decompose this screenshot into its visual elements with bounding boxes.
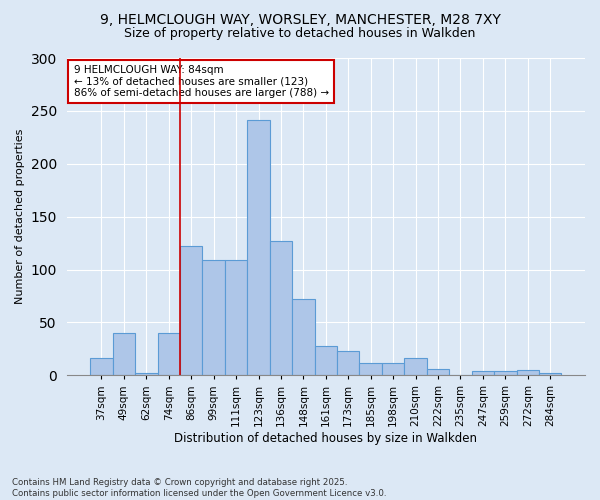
Text: 9 HELMCLOUGH WAY: 84sqm
← 13% of detached houses are smaller (123)
86% of semi-d: 9 HELMCLOUGH WAY: 84sqm ← 13% of detache… — [74, 65, 329, 98]
Bar — [472, 371, 494, 376]
Bar — [359, 362, 382, 376]
Bar — [113, 333, 135, 376]
Bar — [158, 333, 180, 376]
Text: 9, HELMCLOUGH WAY, WORSLEY, MANCHESTER, M28 7XY: 9, HELMCLOUGH WAY, WORSLEY, MANCHESTER, … — [100, 12, 500, 26]
Text: Size of property relative to detached houses in Walkden: Size of property relative to detached ho… — [124, 28, 476, 40]
Bar — [247, 120, 270, 376]
Y-axis label: Number of detached properties: Number of detached properties — [15, 129, 25, 304]
Bar — [427, 369, 449, 376]
Bar — [539, 373, 562, 376]
Bar — [202, 260, 225, 376]
Bar — [135, 373, 158, 376]
Bar — [517, 370, 539, 376]
Bar — [337, 351, 359, 376]
Bar — [270, 241, 292, 376]
Bar — [382, 362, 404, 376]
Bar — [292, 299, 314, 376]
Bar — [225, 260, 247, 376]
Bar — [494, 371, 517, 376]
Text: Contains HM Land Registry data © Crown copyright and database right 2025.
Contai: Contains HM Land Registry data © Crown c… — [12, 478, 386, 498]
Bar — [314, 346, 337, 376]
Bar — [404, 358, 427, 376]
Bar — [90, 358, 113, 376]
Bar — [180, 246, 202, 376]
X-axis label: Distribution of detached houses by size in Walkden: Distribution of detached houses by size … — [175, 432, 478, 445]
